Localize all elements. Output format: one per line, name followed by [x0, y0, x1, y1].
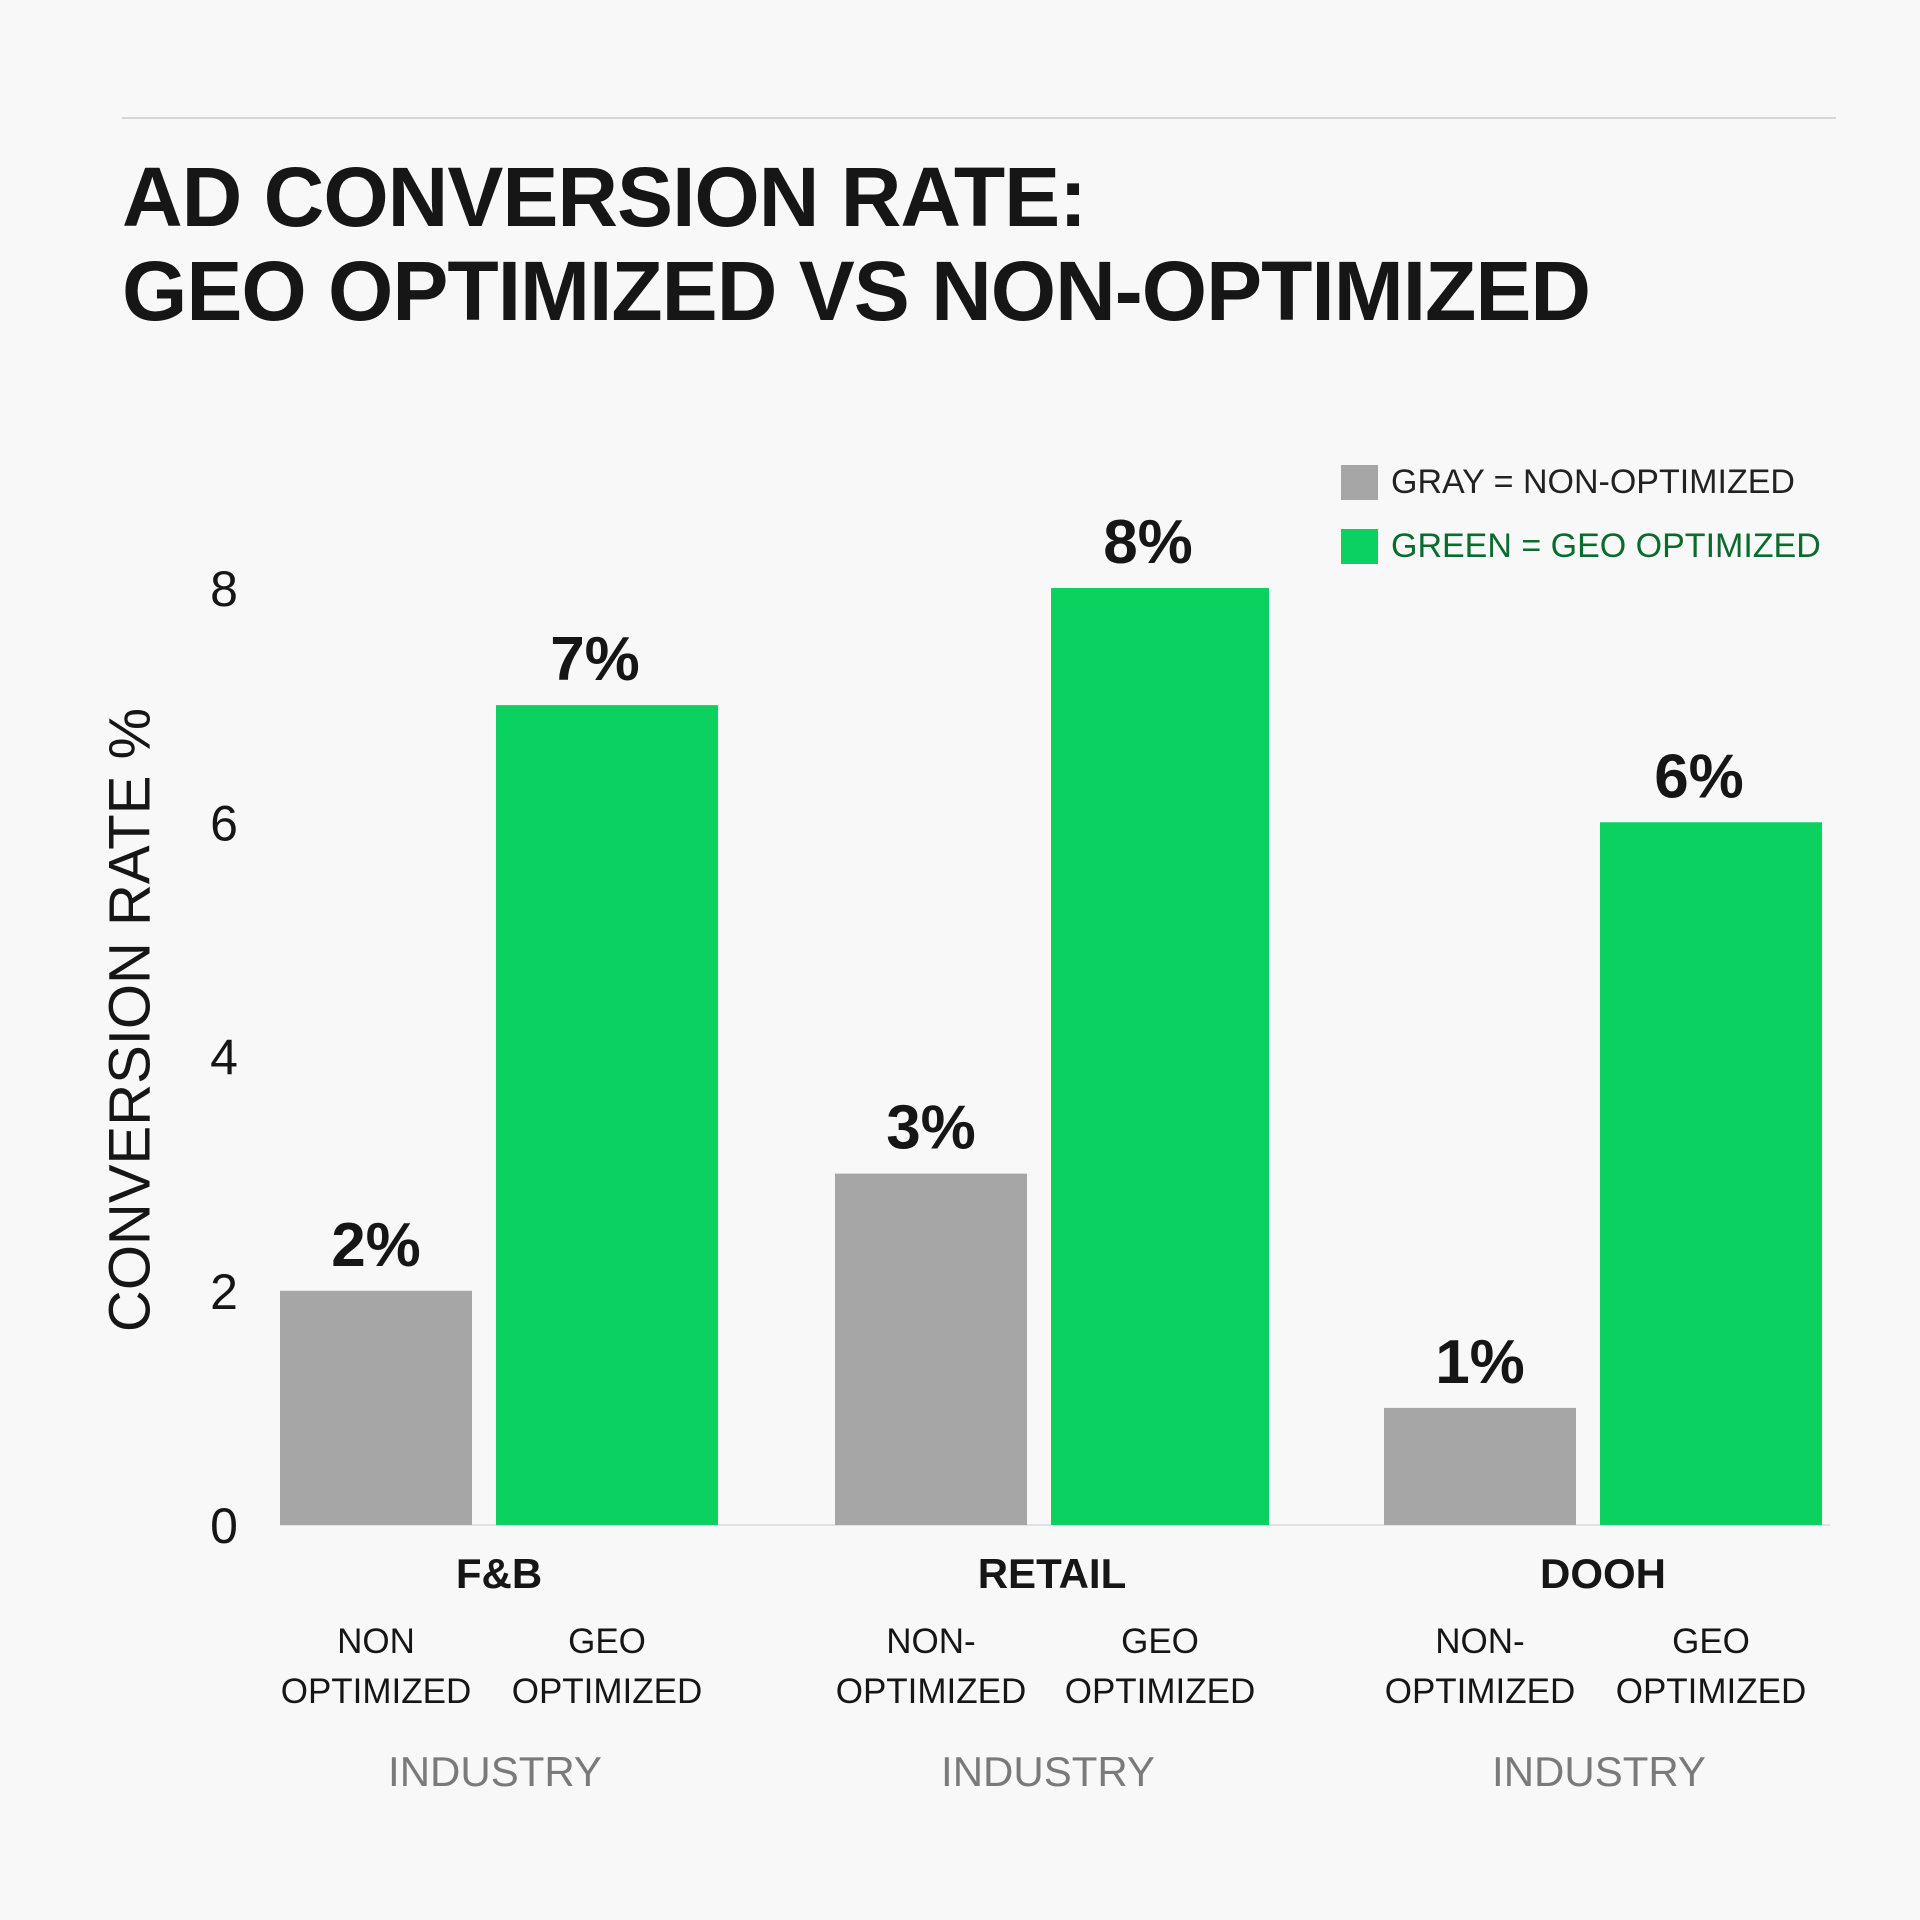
category-label: DOOH: [1540, 1550, 1666, 1597]
industry-label: INDUSTRY: [941, 1748, 1155, 1795]
legend-item-geo-optimized: GREEN = GEO OPTIMIZED: [1341, 514, 1821, 578]
legend-item-non-optimized: GRAY = NON-OPTIMIZED: [1341, 450, 1821, 514]
bar-label-line-1: NON-: [886, 1622, 975, 1661]
bar-label-line-2: OPTIMIZED: [1065, 1672, 1256, 1711]
bar-label-line-1: NON: [337, 1622, 415, 1661]
legend-swatch-green: [1341, 528, 1378, 564]
bar-label-line-2: OPTIMIZED: [281, 1672, 472, 1711]
bar-label-line-2: OPTIMIZED: [836, 1672, 1027, 1711]
y-tick-label: 6: [210, 795, 238, 851]
y-tick-label: 8: [210, 561, 238, 617]
data-label: 1%: [1435, 1328, 1525, 1397]
bar-non-optimized-fb: [280, 1290, 472, 1525]
bar-label-line-1: GEO: [568, 1622, 646, 1661]
y-tick-label: 2: [210, 1264, 238, 1320]
data-label: 8%: [1103, 508, 1193, 577]
bar-geo-optimized-retail: [1051, 588, 1269, 1525]
bar-geo-optimized-fb: [496, 705, 718, 1525]
chart-title: AD CONVERSION RATE: GEO OPTIMIZED VS NON…: [122, 150, 1822, 338]
y-tick-label: 4: [210, 1030, 238, 1086]
bar-label-line-2: OPTIMIZED: [1616, 1672, 1807, 1711]
bar-label-line-2: OPTIMIZED: [512, 1672, 703, 1711]
industry-label: INDUSTRY: [388, 1748, 602, 1795]
bar-non-optimized-retail: [835, 1173, 1027, 1525]
data-label: 7%: [550, 625, 640, 694]
bar-label-line-2: OPTIMIZED: [1385, 1672, 1576, 1711]
category-label: F&B: [456, 1550, 542, 1597]
bar-non-optimized-dooh: [1384, 1407, 1576, 1525]
bar-geo-optimized-dooh: [1600, 822, 1822, 1525]
bar-label-line-1: NON-: [1435, 1622, 1524, 1661]
title-line-2: GEO OPTIMIZED VS NON-OPTIMIZED: [122, 244, 1591, 338]
industry-label: INDUSTRY: [1492, 1748, 1706, 1795]
data-label: 2%: [331, 1211, 421, 1280]
legend-swatch-gray: [1341, 464, 1378, 500]
category-label: RETAIL: [978, 1550, 1127, 1597]
data-label: 3%: [886, 1094, 976, 1163]
legend: GRAY = NON-OPTIMIZED GREEN = GEO OPTIMIZ…: [1341, 450, 1821, 578]
bar-label-line-1: GEO: [1672, 1622, 1750, 1661]
y-tick-label: 0: [210, 1498, 238, 1554]
legend-label-geo-optimized: GREEN = GEO OPTIMIZED: [1391, 526, 1821, 565]
data-label: 6%: [1654, 742, 1744, 811]
legend-label-non-optimized: GRAY = NON-OPTIMIZED: [1391, 462, 1795, 501]
bar-label-line-1: GEO: [1121, 1622, 1199, 1661]
top-divider: [122, 117, 1836, 119]
title-line-1: AD CONVERSION RATE:: [122, 150, 1087, 244]
